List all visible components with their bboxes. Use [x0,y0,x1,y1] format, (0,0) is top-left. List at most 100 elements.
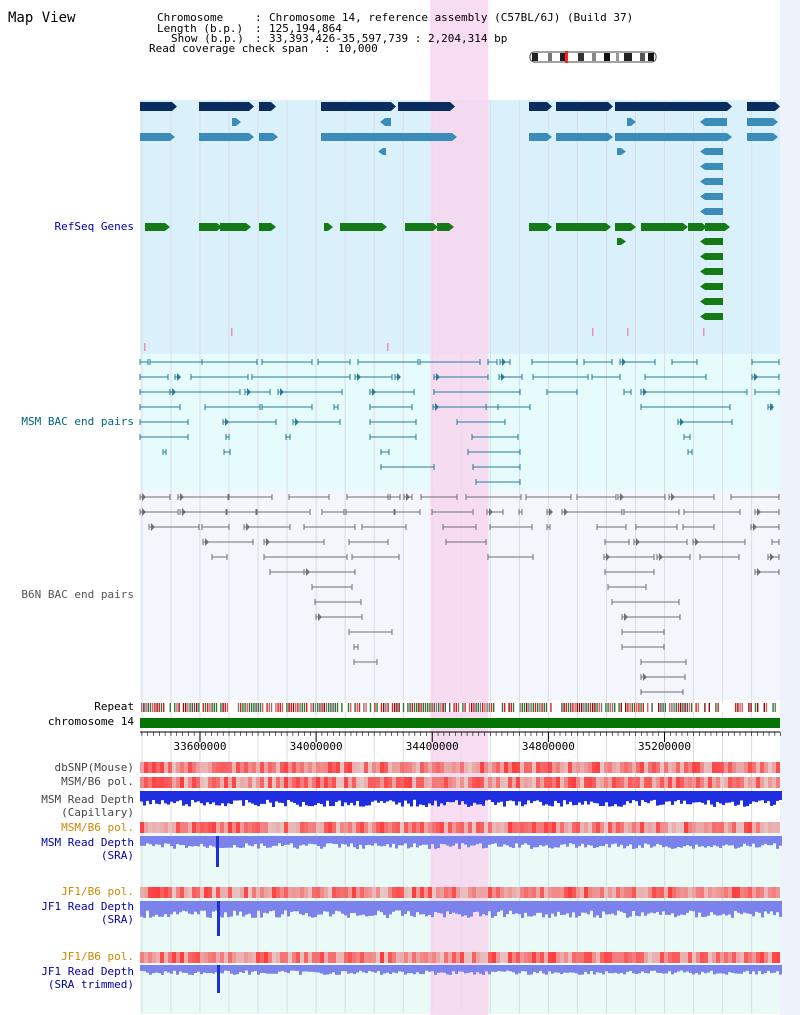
refseq-genes-label[interactable]: RefSeq Genes [55,220,134,233]
repeat-mark [561,703,563,712]
jf1-depth-sra-bar [299,901,302,915]
jf1-pol-cell [148,887,152,898]
jf1-depth-sra-bar [353,901,356,913]
dbsnp-cell [344,762,348,773]
dbsnp-cell [664,762,668,773]
jf1-pol-cell [168,887,172,898]
msm-depth-cap-bar [626,791,629,802]
gene-block [405,223,433,231]
msm-pol-sra-cell [548,822,552,833]
msm-depth-cap-bar [275,791,278,802]
right-scrollbar[interactable] [780,0,800,1015]
msm-depth-cap-bar [143,791,146,806]
repeat-mark [697,703,699,712]
jf1-pol-trim-cell [144,952,148,963]
msm-bac-label[interactable]: MSM BAC end pairs [21,415,134,428]
dbsnp-label[interactable]: dbSNP(Mouse) [55,761,134,774]
msm-pol-sra-cell [640,822,644,833]
jf1-pol-cell [244,887,248,898]
msm-bac-features[interactable] [139,358,780,485]
msm-pol-sra-cell [720,822,724,833]
dbsnp-cell [496,762,500,773]
msm-depth-cap-bar [605,791,608,803]
jf1-depth-sra-bar [434,901,437,912]
gene-arrow [700,238,705,245]
jf1-pol-cell [724,887,728,898]
msm-pol-sra-cell [516,822,520,833]
jf1-pol-trim-cell [332,952,336,963]
msm-pol-cell [464,777,468,788]
msm-depth-sra-bar [266,836,269,848]
msm-pol-cell [760,777,764,788]
jf1-pol-trim-cell [436,952,440,963]
dbsnp-cell [720,762,724,773]
msm-depth-cap-bar [530,791,533,804]
msm-pol-sra-cell [200,822,204,833]
repeat-mark [356,703,358,712]
jf1-depth-sra-bar [497,901,500,912]
jf1-pol-cell [708,887,712,898]
msm-pol-cell [532,777,536,788]
b6n-bac-features[interactable] [139,493,780,695]
repeat-mark [365,703,367,712]
dbsnp-cell [456,762,460,773]
msm-read-depth-sra-label[interactable]: MSM Read Depth [41,836,134,849]
jf1-depth-trim-bar [230,965,233,974]
msm-pol-cell [328,777,332,788]
jf1-b6-pol-label[interactable]: JF1/B6 pol. [61,885,134,898]
jf1-depth-trim-bar [707,965,710,973]
b6n-bac-arrow [695,538,699,546]
msm-pol-sra-cell [444,822,448,833]
repeat-mark [226,703,229,712]
repeat-mark [207,703,209,712]
jf1-pol-cell [536,887,540,898]
msm-depth-sra-bar [407,836,410,849]
jf1-read-depth-trim-label[interactable]: JF1 Read Depth [41,965,134,978]
dbsnp-cell [684,762,688,773]
refseq-features[interactable] [140,102,780,351]
jf1-pol-cell [404,887,408,898]
selected-region-highlight[interactable] [430,0,489,1015]
jf1-depth-sra-bar [506,901,509,915]
jf1-pol-cell [440,887,444,898]
msm-depth-cap-bar [188,791,191,807]
gene-arrow [606,223,611,231]
repeat-mark [319,703,321,712]
msm-b6-pol-sra-label[interactable]: MSM/B6 pol. [61,821,134,834]
b6n-bac-label[interactable]: B6N BAC end pairs [21,588,134,601]
msm-depth-sra-bar [377,836,380,846]
jf1-pol-trim-cell [616,952,620,963]
jf1-pol-trim-cell [328,952,332,963]
msm-pol-cell [260,777,264,788]
jf1-b6-pol-trim-label[interactable]: JF1/B6 pol. [61,950,134,963]
msm-depth-sra-bar [434,836,437,849]
dbsnp-cell [444,762,448,773]
dbsnp-cell [528,762,532,773]
msm-b6-pol-label[interactable]: MSM/B6 pol. [61,775,134,788]
jf1-depth-sra-bar [746,901,749,914]
jf1-depth-sra-bar [161,901,164,917]
jf1-depth-sra-bar [173,901,176,912]
jf1-pol-trim-cell [220,952,224,963]
jf1-pol-trim-cell [536,952,540,963]
msm-depth-sra-bar [560,836,563,845]
msm-depth-cap-bar [293,791,296,803]
jf1-depth-sra-bar [482,901,485,915]
msm-read-depth-capillary-label[interactable]: MSM Read Depth [41,793,134,806]
jf1-depth-trim-bar [317,965,320,973]
jf1-depth-sra-bar [332,901,335,915]
msm-pol-cell [744,777,748,788]
jf1-pol-trim-cell [308,952,312,963]
jf1-pol-trim-cell [156,952,160,963]
msm-depth-cap-bar [506,791,509,801]
chromosome-ideogram[interactable] [529,51,657,63]
jf1-pol-trim-cell [248,952,252,963]
jf1-depth-trim-bar [308,965,311,972]
msm-pol-sra-cell [508,822,512,833]
repeat-mark [253,703,255,712]
msm-depth-sra-bar [740,836,743,847]
msm-depth-sra-bar [449,836,452,847]
jf1-read-depth-sra-label[interactable]: JF1 Read Depth [41,900,134,913]
jf1-depth-trim-bar [710,965,713,971]
